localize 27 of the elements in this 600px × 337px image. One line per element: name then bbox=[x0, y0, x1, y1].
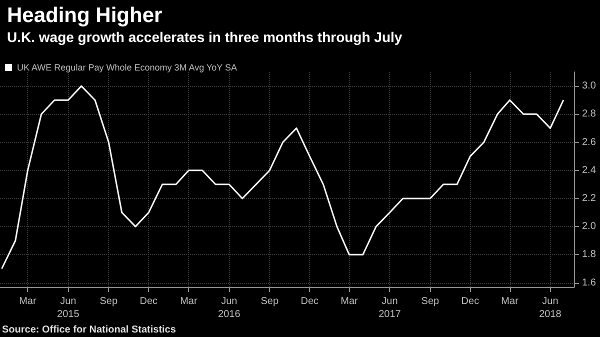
x-tick-label: Jun 2015 bbox=[57, 296, 80, 320]
y-tick-label: 2.0 bbox=[582, 221, 596, 232]
chart-subtitle: U.K. wage growth accelerates in three months through July bbox=[7, 29, 402, 45]
y-tick-label: 1.8 bbox=[582, 249, 596, 260]
x-tick-label: Mar bbox=[19, 296, 37, 307]
x-tick-label: Mar bbox=[180, 296, 198, 307]
y-tick-label: 2.8 bbox=[582, 108, 596, 120]
x-tick-label: Dec bbox=[300, 296, 319, 307]
y-tick-label: 3.0 bbox=[582, 80, 596, 92]
legend-label: UK AWE Regular Pay Whole Economy 3M Avg YoY SA bbox=[17, 62, 237, 72]
y-tick-label: 2.6 bbox=[582, 136, 596, 148]
x-tick-label: Jun 2018 bbox=[539, 296, 562, 320]
x-tick-label: Mar bbox=[340, 296, 359, 307]
x-tick-label: Dec bbox=[461, 296, 480, 307]
chart-title: Heading Higher bbox=[7, 4, 162, 27]
x-tick-label: Sep bbox=[260, 296, 279, 307]
source-note: Source: Office for National Statistics bbox=[2, 324, 176, 336]
x-tick-label: Dec bbox=[140, 296, 158, 307]
line-series bbox=[1, 85, 564, 270]
y-tick-label: 2.2 bbox=[582, 192, 596, 204]
x-tick-label: Sep bbox=[421, 296, 440, 307]
x-tick-label: Jun 2017 bbox=[378, 296, 402, 320]
y-tick-label: 2.4 bbox=[582, 164, 596, 176]
x-tick-label: Sep bbox=[100, 296, 118, 307]
x-tick-label: Mar bbox=[501, 296, 520, 307]
y-tick-label: 1.6 bbox=[582, 277, 596, 288]
x-tick-label: Jun 2016 bbox=[218, 296, 241, 320]
